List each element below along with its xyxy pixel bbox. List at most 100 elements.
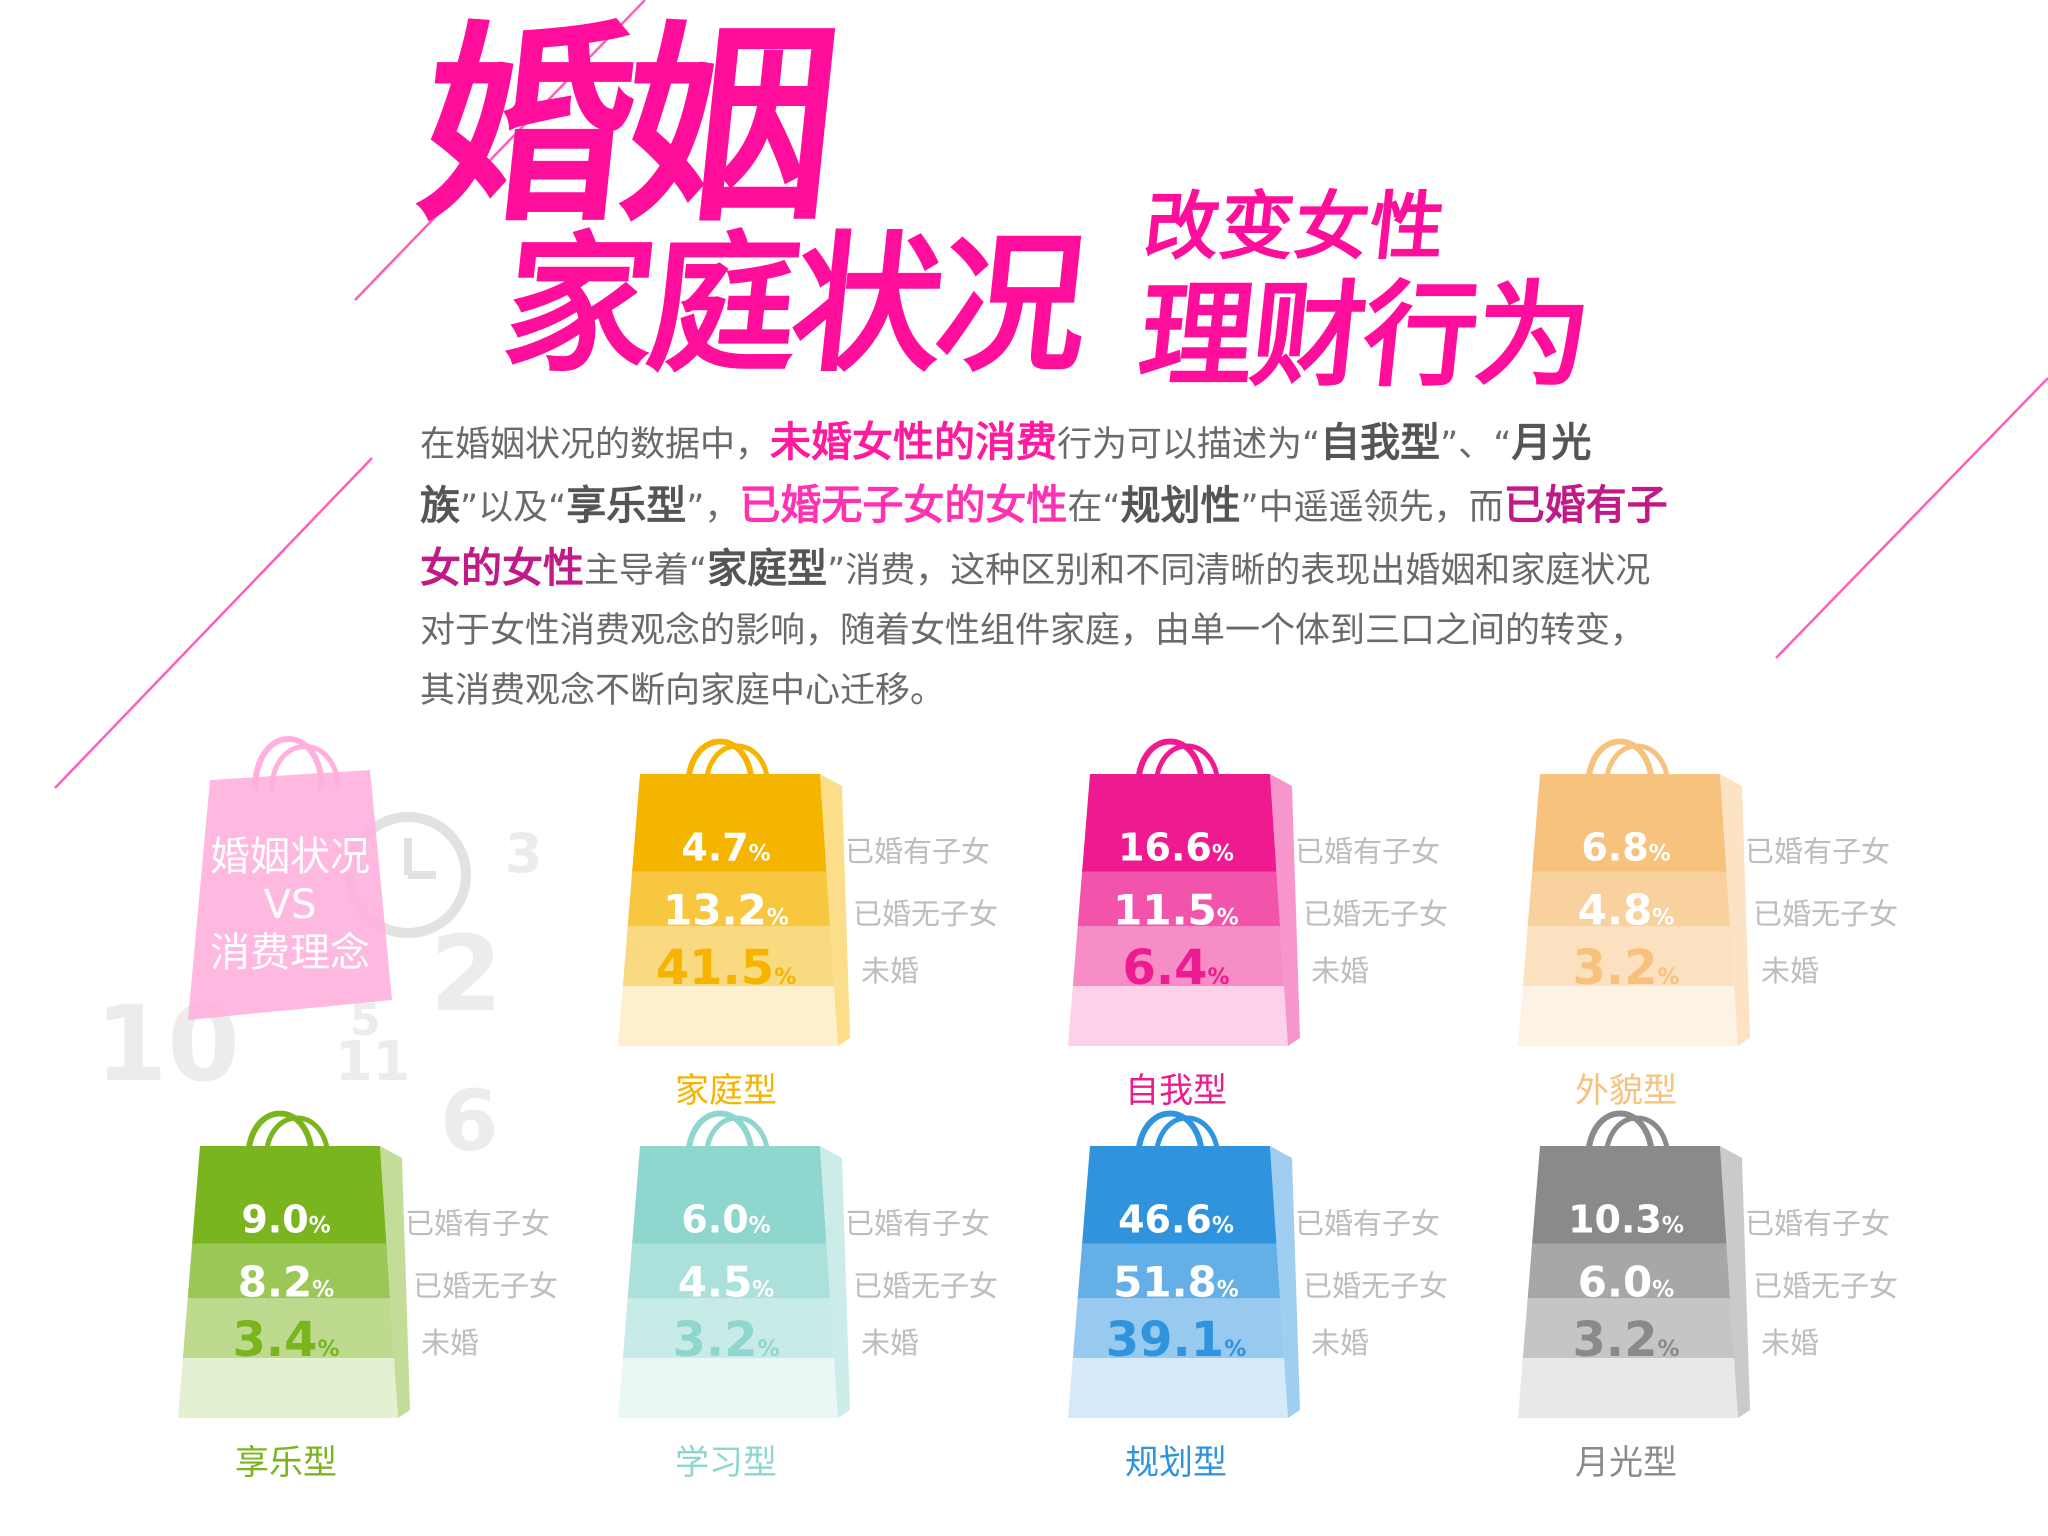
value-percent: % [757,1337,779,1362]
series-label: 已婚无子女 [413,1269,558,1303]
paragraph-segment: 行为可以描述为“ [1057,425,1321,465]
series-label: 已婚无子女 [1753,1269,1898,1303]
bag-6-band [1077,1243,1281,1299]
bag-6-band [1082,1146,1277,1244]
bag-6-band [1068,1358,1288,1418]
legend-bag-text: VS [264,882,317,928]
paragraph-segment: 家庭型 [707,546,828,592]
paragraph-segment: 月光族 [420,420,1592,529]
series-label: 已婚有子女 [1295,834,1440,868]
bag-2-fold [1270,774,1300,1046]
legend-bag-text: 婚姻状况 [210,834,370,880]
bag-value: 4.5% [678,1258,774,1307]
bag-2-handle [1135,738,1205,789]
value-percent: % [1217,1278,1239,1303]
bag-7-handle [1585,1110,1655,1161]
value-number: 8.2 [238,1258,312,1307]
series-label: 已婚有子女 [1745,834,1890,868]
value-number: 9.0 [241,1198,308,1242]
value-number: 6.4 [1122,940,1207,996]
series-label: 已婚有子女 [845,834,990,868]
category-label: 月光型 [1575,1443,1677,1483]
series-label: 已婚有子女 [1295,1206,1440,1240]
bag-2-band [1072,926,1285,987]
value-percent: % [1652,1278,1674,1303]
value-number: 51.8 [1113,1258,1217,1307]
bag-1-band [622,926,835,987]
value-percent: % [767,906,789,931]
value-percent: % [1649,842,1671,867]
value-number: 3.4 [232,1312,317,1368]
series-label: 已婚无子女 [853,897,998,931]
value-percent: % [309,1214,331,1239]
bag-value: 4.7% [681,826,770,870]
paragraph-segment: 已婚有子女的女性 [420,481,1668,592]
bag-value: 3.2% [672,1312,779,1368]
bag-4-handle [245,1110,315,1161]
series-label: 未婚 [1761,954,1819,988]
category-label: 规划型 [1125,1443,1227,1483]
category-label: 家庭型 [675,1071,777,1111]
paragraph-segment: ”消费，这种区别和不同清晰的表现出婚姻和家庭状况对于女性消费观念的影响，随着女性… [420,551,1651,711]
value-percent: % [774,965,796,990]
series-label: 已婚有子女 [405,1206,550,1240]
bag-5-fold [820,1146,850,1418]
bag-5-band [627,1243,831,1299]
decor-line-left [54,457,373,789]
bag-1-fold [820,774,850,1046]
value-percent: % [1657,965,1679,990]
bag-2-band [1082,774,1277,872]
bag-7-band [1527,1243,1731,1299]
bag-value: 51.8% [1113,1258,1239,1307]
paragraph-segment: 享乐型 [566,483,687,529]
paragraph-segment: ”， [686,488,740,528]
value-number: 6.0 [1578,1258,1652,1307]
bag-value: 4.8% [1578,886,1674,935]
value-number: 4.5 [678,1258,752,1307]
value-percent: % [1224,1337,1246,1362]
bag-4-fold [380,1146,410,1418]
bag-value: 3.2% [1572,940,1679,996]
value-number: 13.2 [663,886,767,935]
paragraph-segment: 未婚女性的消费 [770,418,1058,466]
category-label: 享乐型 [235,1443,337,1483]
series-label: 已婚无子女 [853,1269,998,1303]
value-percent: % [749,842,771,867]
paragraph-segment: ”、“ [1440,425,1512,465]
bag-7-band [1518,1358,1738,1418]
value-number: 41.5 [656,940,774,996]
bag-value: 9.0% [241,1198,330,1242]
series-label: 未婚 [861,1326,919,1360]
value-percent: % [1652,906,1674,931]
bag-value: 46.6% [1118,1198,1234,1242]
paragraph-segment: 在婚姻状况的数据中， [420,425,771,465]
series-label: 未婚 [1311,954,1369,988]
bag-5-band [618,1358,838,1418]
bag-7-fold [1720,1146,1750,1418]
value-percent: % [1657,1337,1679,1362]
bag-4-band [178,1358,398,1418]
value-percent: % [749,1214,771,1239]
value-percent: % [1212,842,1234,867]
paragraph-segment: ”中遥遥领先，而 [1240,488,1504,528]
bag-3-band [1532,774,1727,872]
bag-3-fold [1720,774,1750,1046]
paragraph-segment: 主导着“ [584,551,708,591]
clock-digit: 2 [430,913,502,1035]
value-number: 39.1 [1106,1312,1224,1368]
legend-bag-text: 消费理念 [210,930,370,976]
bag-1-band [632,774,827,872]
bag-5-band [622,1298,835,1359]
value-number: 4.8 [1578,886,1652,935]
bag-value: 6.0% [681,1198,770,1242]
value-percent: % [317,1337,339,1362]
bag-6-handle [1135,1110,1205,1161]
value-percent: % [1217,906,1239,931]
value-percent: % [312,1278,334,1303]
